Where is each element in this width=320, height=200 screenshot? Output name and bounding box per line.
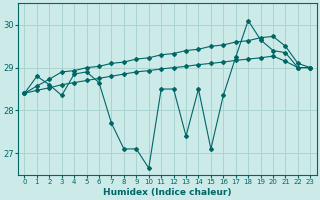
X-axis label: Humidex (Indice chaleur): Humidex (Indice chaleur)	[103, 188, 232, 197]
